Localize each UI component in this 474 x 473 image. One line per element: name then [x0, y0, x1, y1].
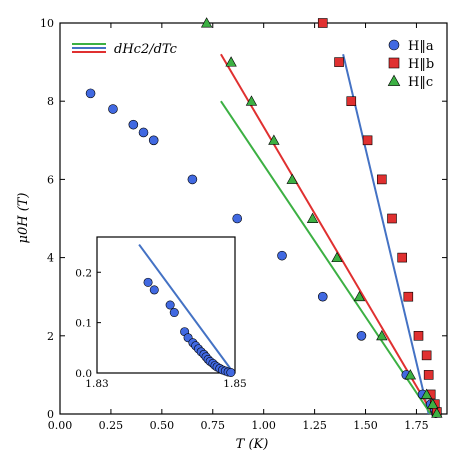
fit-legend-label: dHc2/dTc [114, 42, 178, 57]
y-tick-label: 10 [40, 17, 54, 30]
x-tick-label: 1.25 [302, 419, 327, 432]
legend-label: H‖c [408, 75, 433, 90]
x-tick-label: 0.50 [150, 419, 175, 432]
data-point-circle [277, 250, 287, 261]
y-tick-label: 4 [47, 252, 54, 265]
inset-ticks: 1.83 1.85 0.0 0.1 0.2 [75, 267, 246, 390]
data-point-triangle [306, 212, 319, 223]
data-point-square [362, 135, 373, 146]
plot-area [59, 22, 448, 415]
data-point-triangle [376, 330, 388, 341]
inset-point [149, 285, 159, 295]
inset-point [165, 300, 175, 310]
data-point-triangle [431, 407, 443, 418]
data-points [85, 17, 443, 419]
plot-frame [59, 22, 448, 415]
data-point-square [377, 174, 387, 185]
inset-y-tick-label: 0.2 [75, 267, 92, 279]
data-point-circle [128, 119, 139, 130]
data-point-triangle [427, 398, 439, 409]
data-point-triangle [268, 134, 280, 145]
y-axis-title: μ0H (T) [16, 192, 31, 243]
data-point-circle [232, 213, 243, 224]
inset-x-tick-label: 1.83 [85, 378, 108, 390]
y-tick-label: 8 [47, 95, 54, 108]
data-point-triangle [420, 388, 433, 399]
data-point-square [317, 18, 328, 28]
data-point-square [397, 252, 407, 263]
x-tick-label: 1.00 [251, 419, 276, 432]
data-point-square [423, 370, 434, 380]
data-point-triangle [200, 17, 213, 28]
series-legend: H‖a H‖b H‖c [387, 39, 434, 90]
data-point-square [387, 213, 397, 224]
inset-points [143, 277, 236, 377]
axis-ticks: 0.00 0.25 0.50 0.75 1.00 1.25 1.50 1.75 0 2 4 6 8 10 [40, 17, 447, 432]
data-point-triangle [353, 290, 366, 302]
inset-chart: 1.83 1.85 0.0 0.1 0.2 [75, 236, 247, 390]
data-point-triangle [286, 173, 298, 184]
data-point-circle [138, 127, 149, 138]
legend-marker-circle [388, 39, 400, 51]
legend-label: H‖a [408, 39, 434, 54]
inset-fit-line [138, 243, 235, 374]
inset-point [169, 308, 179, 318]
data-point-triangle [404, 369, 417, 380]
legend-marker-triangle [387, 74, 401, 86]
inset-y-tick-label: 0.0 [75, 368, 92, 380]
data-point-triangle [331, 251, 343, 263]
fit-legend: dHc2/dTc [72, 42, 178, 57]
y-tick-label: 2 [47, 330, 54, 343]
data-point-square [346, 96, 357, 106]
inset-fit [138, 243, 235, 374]
y-tick-label: 0 [47, 408, 54, 421]
data-point-triangle [245, 95, 258, 106]
fit-line [220, 100, 432, 415]
legend-label: H‖b [408, 57, 434, 72]
data-point-circle [85, 88, 96, 99]
data-point-circle [187, 174, 198, 185]
data-point-square [421, 350, 432, 361]
data-point-circle [317, 291, 328, 302]
legend-marker-square [388, 57, 400, 69]
inset-y-tick-label: 0.1 [75, 318, 92, 330]
inset-point [226, 367, 236, 377]
data-point-square [403, 291, 414, 302]
x-tick-label: 0.25 [99, 419, 124, 432]
fit-lines [220, 53, 434, 415]
data-point-triangle [225, 56, 237, 67]
data-point-circle [108, 104, 118, 114]
y-tick-label: 6 [47, 173, 54, 186]
fit-line [342, 54, 430, 415]
x-tick-label: 0.75 [201, 419, 226, 432]
x-tick-label: 0.00 [48, 419, 73, 432]
fit-line [220, 53, 434, 415]
inset-x-tick-label: 1.85 [223, 378, 246, 390]
data-point-circle [356, 330, 367, 341]
data-point-square [334, 57, 344, 67]
data-point-circle [148, 135, 159, 146]
x-tick-label: 1.75 [404, 419, 429, 432]
x-axis-title: T (K) [236, 437, 269, 452]
data-point-square [413, 330, 424, 341]
x-tick-label: 1.50 [353, 419, 378, 432]
inset-point [143, 277, 153, 287]
